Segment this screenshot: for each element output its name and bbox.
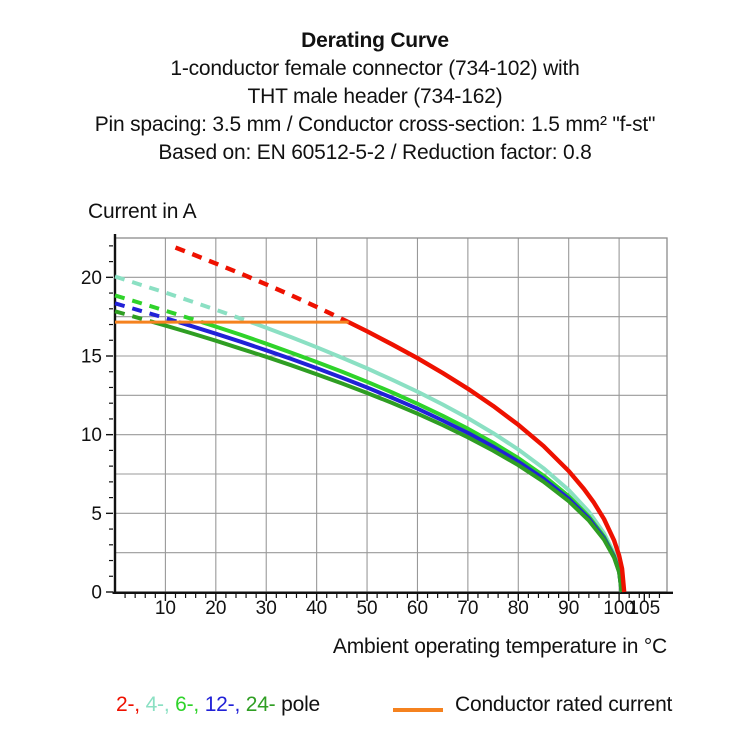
- title-sub-3: Pin spacing: 3.5 mm / Conductor cross-se…: [94, 113, 656, 136]
- x-axis-title: Ambient operating temperature in °C: [332, 635, 667, 658]
- svg-text:0: 0: [91, 583, 102, 604]
- legend-pole-4: 4-,: [145, 693, 170, 716]
- title-sub-2: THT male header (734-162): [247, 85, 503, 108]
- svg-text:70: 70: [457, 598, 478, 619]
- svg-text:105: 105: [628, 598, 660, 619]
- title-sub-1: 1-conductor female connector (734-102) w…: [170, 57, 580, 80]
- svg-text:40: 40: [306, 598, 327, 619]
- rated-current-swatch: [393, 708, 443, 712]
- legend-pole-24: 24-: [245, 693, 276, 716]
- legend-pole-2: 2-,: [116, 693, 140, 716]
- svg-text:30: 30: [256, 598, 277, 619]
- svg-text:15: 15: [81, 347, 102, 368]
- svg-text:10: 10: [155, 598, 176, 619]
- legend-poles: 2-, 4-, 6-, 12-, 24- pole: [116, 693, 320, 717]
- svg-text:20: 20: [81, 268, 102, 289]
- chart-title-block: Derating Curve 1-conductor female connec…: [0, 27, 750, 167]
- title-main: Derating Curve: [301, 29, 449, 52]
- svg-text:10: 10: [81, 425, 102, 446]
- svg-text:90: 90: [558, 598, 579, 619]
- legend-pole-6: 6-,: [175, 693, 200, 716]
- svg-text:80: 80: [508, 598, 529, 619]
- y-axis-title: Current in A: [88, 200, 197, 223]
- svg-text:100: 100: [603, 598, 635, 619]
- title-sub-4: Based on: EN 60512-5-2 / Reduction facto…: [158, 141, 592, 164]
- legend-pole-suffix: pole: [275, 693, 321, 716]
- rated-current-label: Conductor rated current: [455, 693, 673, 716]
- legend-pole-12: 12-,: [204, 693, 241, 716]
- svg-text:20: 20: [205, 598, 226, 619]
- svg-text:5: 5: [91, 504, 102, 525]
- svg-text:50: 50: [356, 598, 377, 619]
- svg-text:60: 60: [407, 598, 428, 619]
